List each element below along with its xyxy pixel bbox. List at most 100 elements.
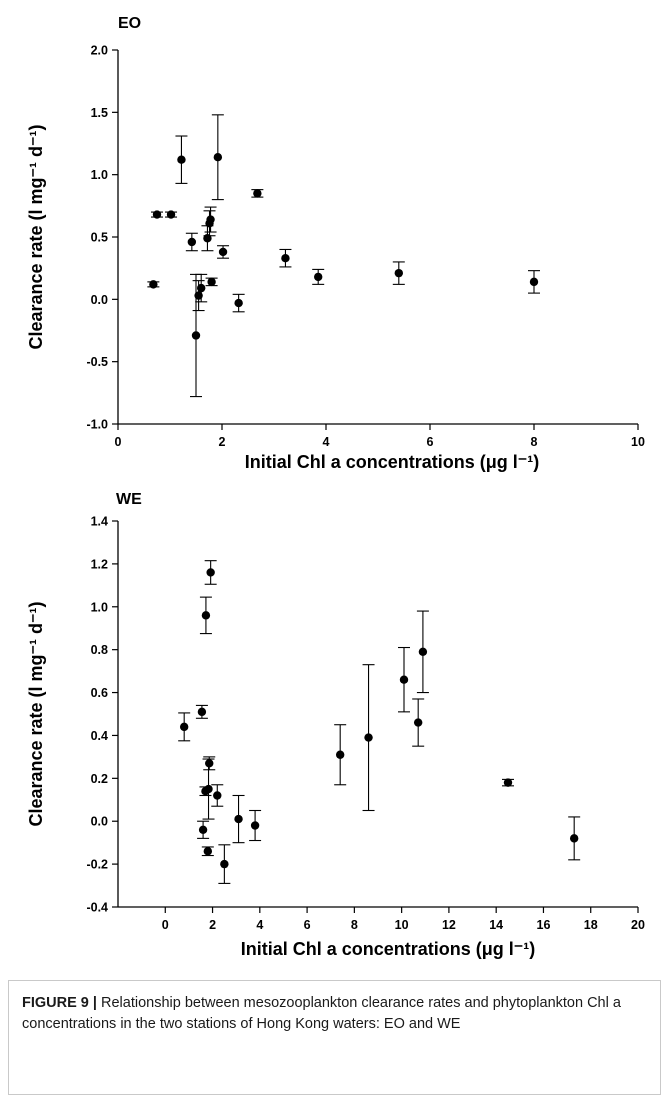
marker	[399, 675, 409, 684]
data-point	[151, 210, 163, 219]
data-point	[568, 816, 581, 861]
x-tick-label: 18	[584, 918, 598, 932]
marker	[503, 778, 513, 787]
marker	[201, 611, 211, 620]
figure-caption: FIGURE 9 | Relationship between mesozoop…	[22, 993, 652, 1034]
y-tick-label: 0.0	[91, 293, 108, 307]
marker	[213, 153, 223, 162]
x-tick-label: 20	[631, 918, 645, 932]
data-point	[205, 277, 218, 287]
chart-panel-eo: EO -1.0 -0.5 0.0 0.5 1.0 1.5 2.0 0 2 4 6 8 10 Clearanc…	[0, 0, 669, 482]
y-tick-label: 0.4	[91, 729, 108, 743]
y-axis-title: Clearance rate (l mg⁻¹ d⁻¹)	[26, 601, 46, 826]
marker	[413, 718, 423, 727]
data-point	[185, 232, 198, 252]
data-point	[201, 846, 214, 857]
x-tick-label: 12	[442, 918, 456, 932]
y-tick-label: 1.0	[91, 168, 108, 182]
data-point	[199, 596, 212, 635]
panel-label: EO	[118, 15, 141, 32]
x-tick-label: 6	[304, 918, 311, 932]
marker	[250, 821, 260, 830]
caption-text: Relationship between mesozooplankton cle…	[22, 995, 621, 1032]
marker	[205, 759, 214, 768]
x-axis-title: Initial Chl a concentrations (μg l⁻¹)	[245, 452, 540, 472]
data-point	[334, 724, 347, 786]
x-tick-label: 8	[351, 918, 358, 932]
marker	[203, 847, 213, 856]
y-tick-label: 0.6	[91, 686, 108, 700]
marker	[234, 298, 243, 308]
data-point	[178, 712, 191, 742]
x-tick-label: 10	[631, 435, 645, 449]
marker	[281, 253, 290, 263]
y-tick-label: 1.2	[91, 557, 108, 571]
x-tick-label: 6	[427, 435, 434, 449]
marker	[204, 784, 213, 794]
data-point	[412, 698, 425, 747]
data-point	[175, 135, 188, 184]
marker	[418, 647, 428, 657]
data-point	[202, 758, 215, 820]
data-point	[218, 844, 231, 884]
marker	[335, 750, 345, 759]
data-point	[279, 248, 292, 268]
y-axis-title: Clearance rate (l mg⁻¹ d⁻¹)	[26, 124, 46, 349]
x-tick-label: 10	[395, 918, 409, 932]
marker	[364, 733, 373, 742]
data-point	[502, 778, 514, 787]
data-point	[249, 809, 262, 842]
marker	[152, 210, 162, 219]
marker	[166, 210, 176, 219]
data-point	[362, 664, 375, 812]
marker	[177, 155, 186, 164]
x-tick-label: 16	[537, 918, 551, 932]
x-tick-label: 0	[115, 435, 122, 449]
data-point	[251, 189, 264, 198]
caption-label: FIGURE 9 |	[22, 995, 97, 1011]
data-point	[147, 280, 160, 289]
marker	[220, 859, 229, 869]
y-tick-label: 1.4	[91, 515, 108, 529]
marker	[394, 268, 403, 278]
data-point	[232, 293, 245, 313]
x-tick-label: 4	[323, 435, 330, 449]
data-point	[217, 245, 230, 259]
marker	[218, 247, 228, 257]
data-point	[211, 784, 224, 807]
y-tick-label: 1.0	[91, 600, 108, 614]
marker	[234, 814, 243, 824]
x-tick-label: 8	[531, 435, 538, 449]
data-point	[416, 610, 429, 694]
data-point	[398, 646, 410, 713]
data-point	[312, 268, 325, 285]
x-tick-label: 4	[256, 918, 263, 932]
y-tick-label: 0.2	[91, 772, 108, 786]
y-tick-label: -0.5	[86, 355, 108, 369]
marker	[149, 280, 158, 289]
y-tick-label: -0.2	[86, 858, 108, 872]
marker	[198, 825, 208, 834]
data-point	[197, 820, 210, 839]
data-point	[528, 270, 540, 294]
y-tick-label: 0.8	[91, 643, 108, 657]
x-tick-label: 2	[219, 435, 226, 449]
marker	[529, 277, 539, 287]
y-tick-label: 0.5	[91, 231, 108, 245]
data-point	[201, 225, 214, 252]
marker	[197, 283, 206, 293]
marker	[179, 722, 189, 732]
figure-caption-box: FIGURE 9 | Relationship between mesozoop…	[8, 980, 661, 1095]
marker	[197, 707, 207, 717]
chart-eo: EO -1.0 -0.5 0.0 0.5 1.0 1.5 2.0 0 2 4 6 8 10 Clearanc…	[26, 15, 645, 472]
data-point	[211, 114, 224, 201]
marker	[207, 277, 216, 287]
marker	[191, 331, 201, 340]
y-tick-label: -0.4	[86, 901, 108, 915]
y-tick-label: -1.0	[86, 418, 108, 432]
data-point	[165, 210, 178, 219]
marker	[253, 189, 262, 198]
x-tick-label: 2	[209, 918, 216, 932]
panel-label: WE	[116, 491, 142, 508]
